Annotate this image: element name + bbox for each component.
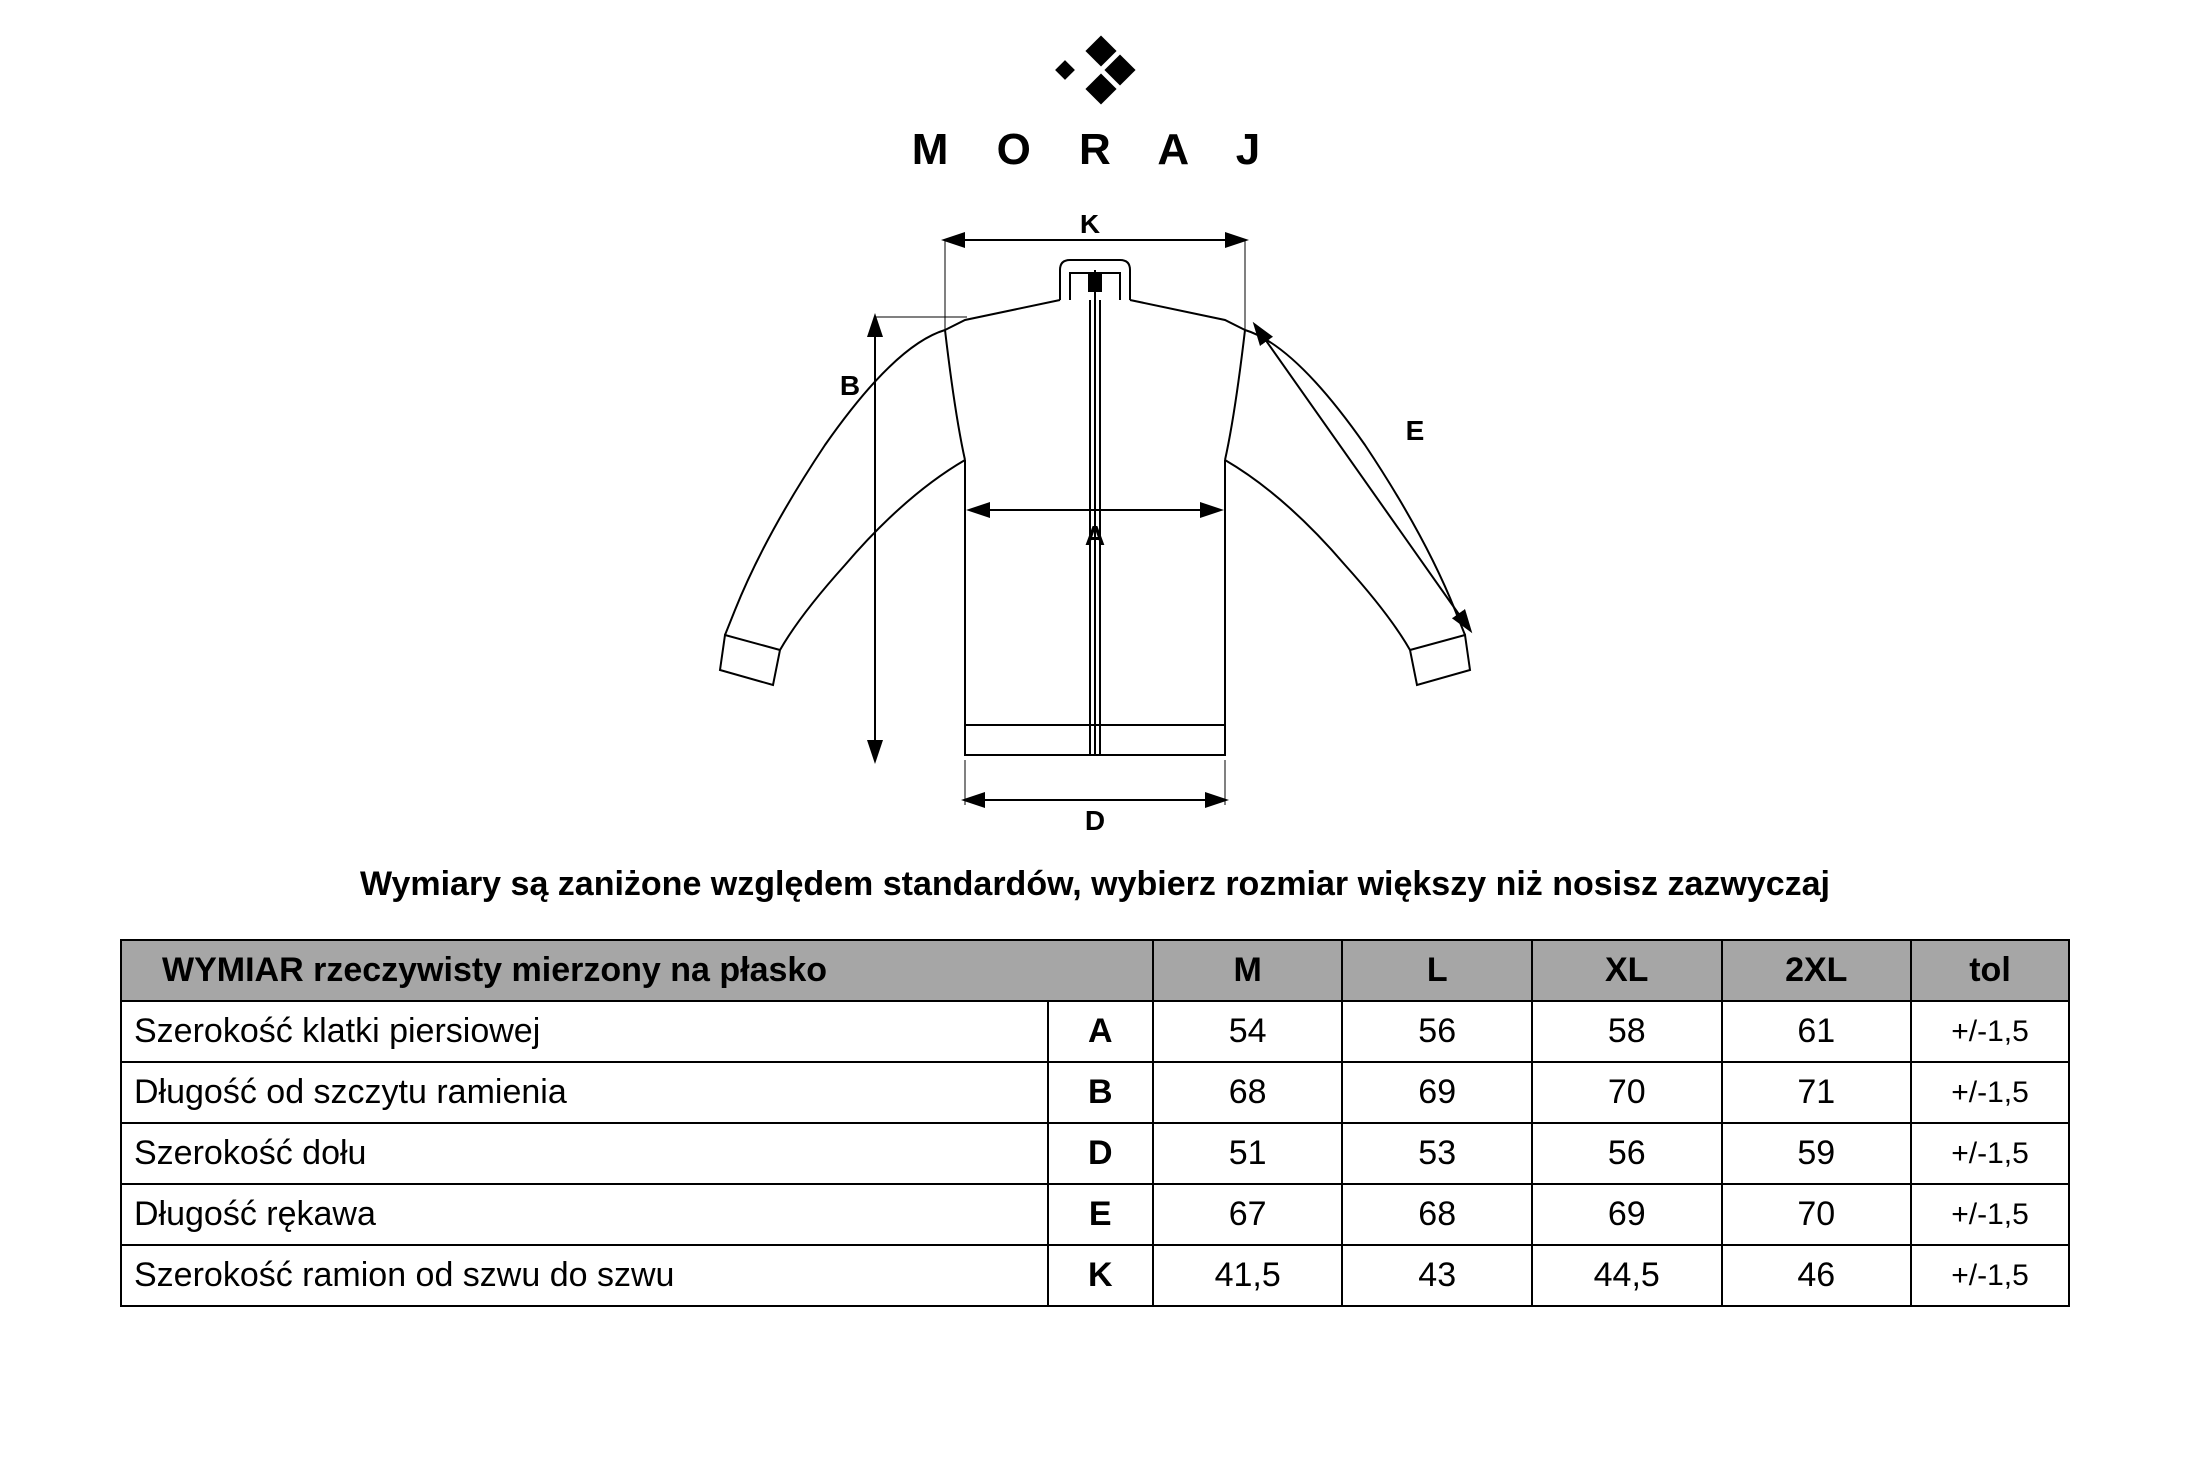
row-value: 59 (1722, 1123, 1912, 1184)
row-letter: K (1048, 1245, 1153, 1306)
row-tol: +/-1,5 (1911, 1001, 2069, 1062)
table-row: Szerokość ramion od szwu do szwu K 41,5 … (121, 1245, 2069, 1306)
table-row: Długość rękawa E 67 68 69 70 +/-1,5 (121, 1184, 2069, 1245)
row-value: 54 (1153, 1001, 1343, 1062)
header-size-l: L (1342, 940, 1532, 1001)
row-value: 53 (1342, 1123, 1532, 1184)
header-size-xl: XL (1532, 940, 1722, 1001)
row-tol: +/-1,5 (1911, 1184, 2069, 1245)
diagram-label-k: K (1080, 215, 1100, 239)
row-value: 69 (1532, 1184, 1722, 1245)
row-desc: Szerokość ramion od szwu do szwu (121, 1245, 1048, 1306)
row-value: 46 (1722, 1245, 1912, 1306)
table-header-row: WYMIAR rzeczywisty mierzony na płasko M … (121, 940, 2069, 1001)
row-value: 69 (1342, 1062, 1532, 1123)
row-value: 71 (1722, 1062, 1912, 1123)
diagram-label-a: A (1085, 520, 1105, 551)
row-value: 61 (1722, 1001, 1912, 1062)
row-desc: Szerokość dołu (121, 1123, 1048, 1184)
header-size-2xl: 2XL (1722, 940, 1912, 1001)
row-value: 58 (1532, 1001, 1722, 1062)
row-value: 68 (1342, 1184, 1532, 1245)
row-letter: A (1048, 1001, 1153, 1062)
row-value: 67 (1153, 1184, 1343, 1245)
row-letter: E (1048, 1184, 1153, 1245)
row-tol: +/-1,5 (1911, 1123, 2069, 1184)
row-tol: +/-1,5 (1911, 1062, 2069, 1123)
sizing-note: Wymiary są zaniżone względem standardów,… (360, 865, 1830, 904)
table-row: Szerokość dołu D 51 53 56 59 +/-1,5 (121, 1123, 2069, 1184)
header-tol: tol (1911, 940, 2069, 1001)
row-desc: Długość od szczytu ramienia (121, 1062, 1048, 1123)
header-desc: WYMIAR rzeczywisty mierzony na płasko (121, 940, 1153, 1001)
row-value: 44,5 (1532, 1245, 1722, 1306)
brand-logo-icon (1045, 30, 1145, 110)
table-body: Szerokość klatki piersiowej A 54 56 58 6… (121, 1001, 2069, 1306)
row-value: 43 (1342, 1245, 1532, 1306)
row-value: 51 (1153, 1123, 1343, 1184)
row-letter: B (1048, 1062, 1153, 1123)
row-value: 56 (1532, 1123, 1722, 1184)
row-value: 70 (1532, 1062, 1722, 1123)
row-letter: D (1048, 1123, 1153, 1184)
diagram-label-b: B (840, 370, 860, 401)
row-desc: Długość rękawa (121, 1184, 1048, 1245)
row-value: 68 (1153, 1062, 1343, 1123)
size-table: WYMIAR rzeczywisty mierzony na płasko M … (120, 939, 2070, 1307)
jacket-diagram: K B A E D (645, 215, 1545, 835)
diagram-label-e: E (1406, 415, 1425, 446)
brand-logo: M O R A J (912, 30, 1279, 175)
diagram-label-d: D (1085, 805, 1105, 835)
header-size-m: M (1153, 940, 1343, 1001)
row-desc: Szerokość klatki piersiowej (121, 1001, 1048, 1062)
brand-name: M O R A J (912, 125, 1279, 175)
row-value: 70 (1722, 1184, 1912, 1245)
row-value: 41,5 (1153, 1245, 1343, 1306)
row-tol: +/-1,5 (1911, 1245, 2069, 1306)
row-value: 56 (1342, 1001, 1532, 1062)
table-row: Szerokość klatki piersiowej A 54 56 58 6… (121, 1001, 2069, 1062)
table-row: Długość od szczytu ramienia B 68 69 70 7… (121, 1062, 2069, 1123)
